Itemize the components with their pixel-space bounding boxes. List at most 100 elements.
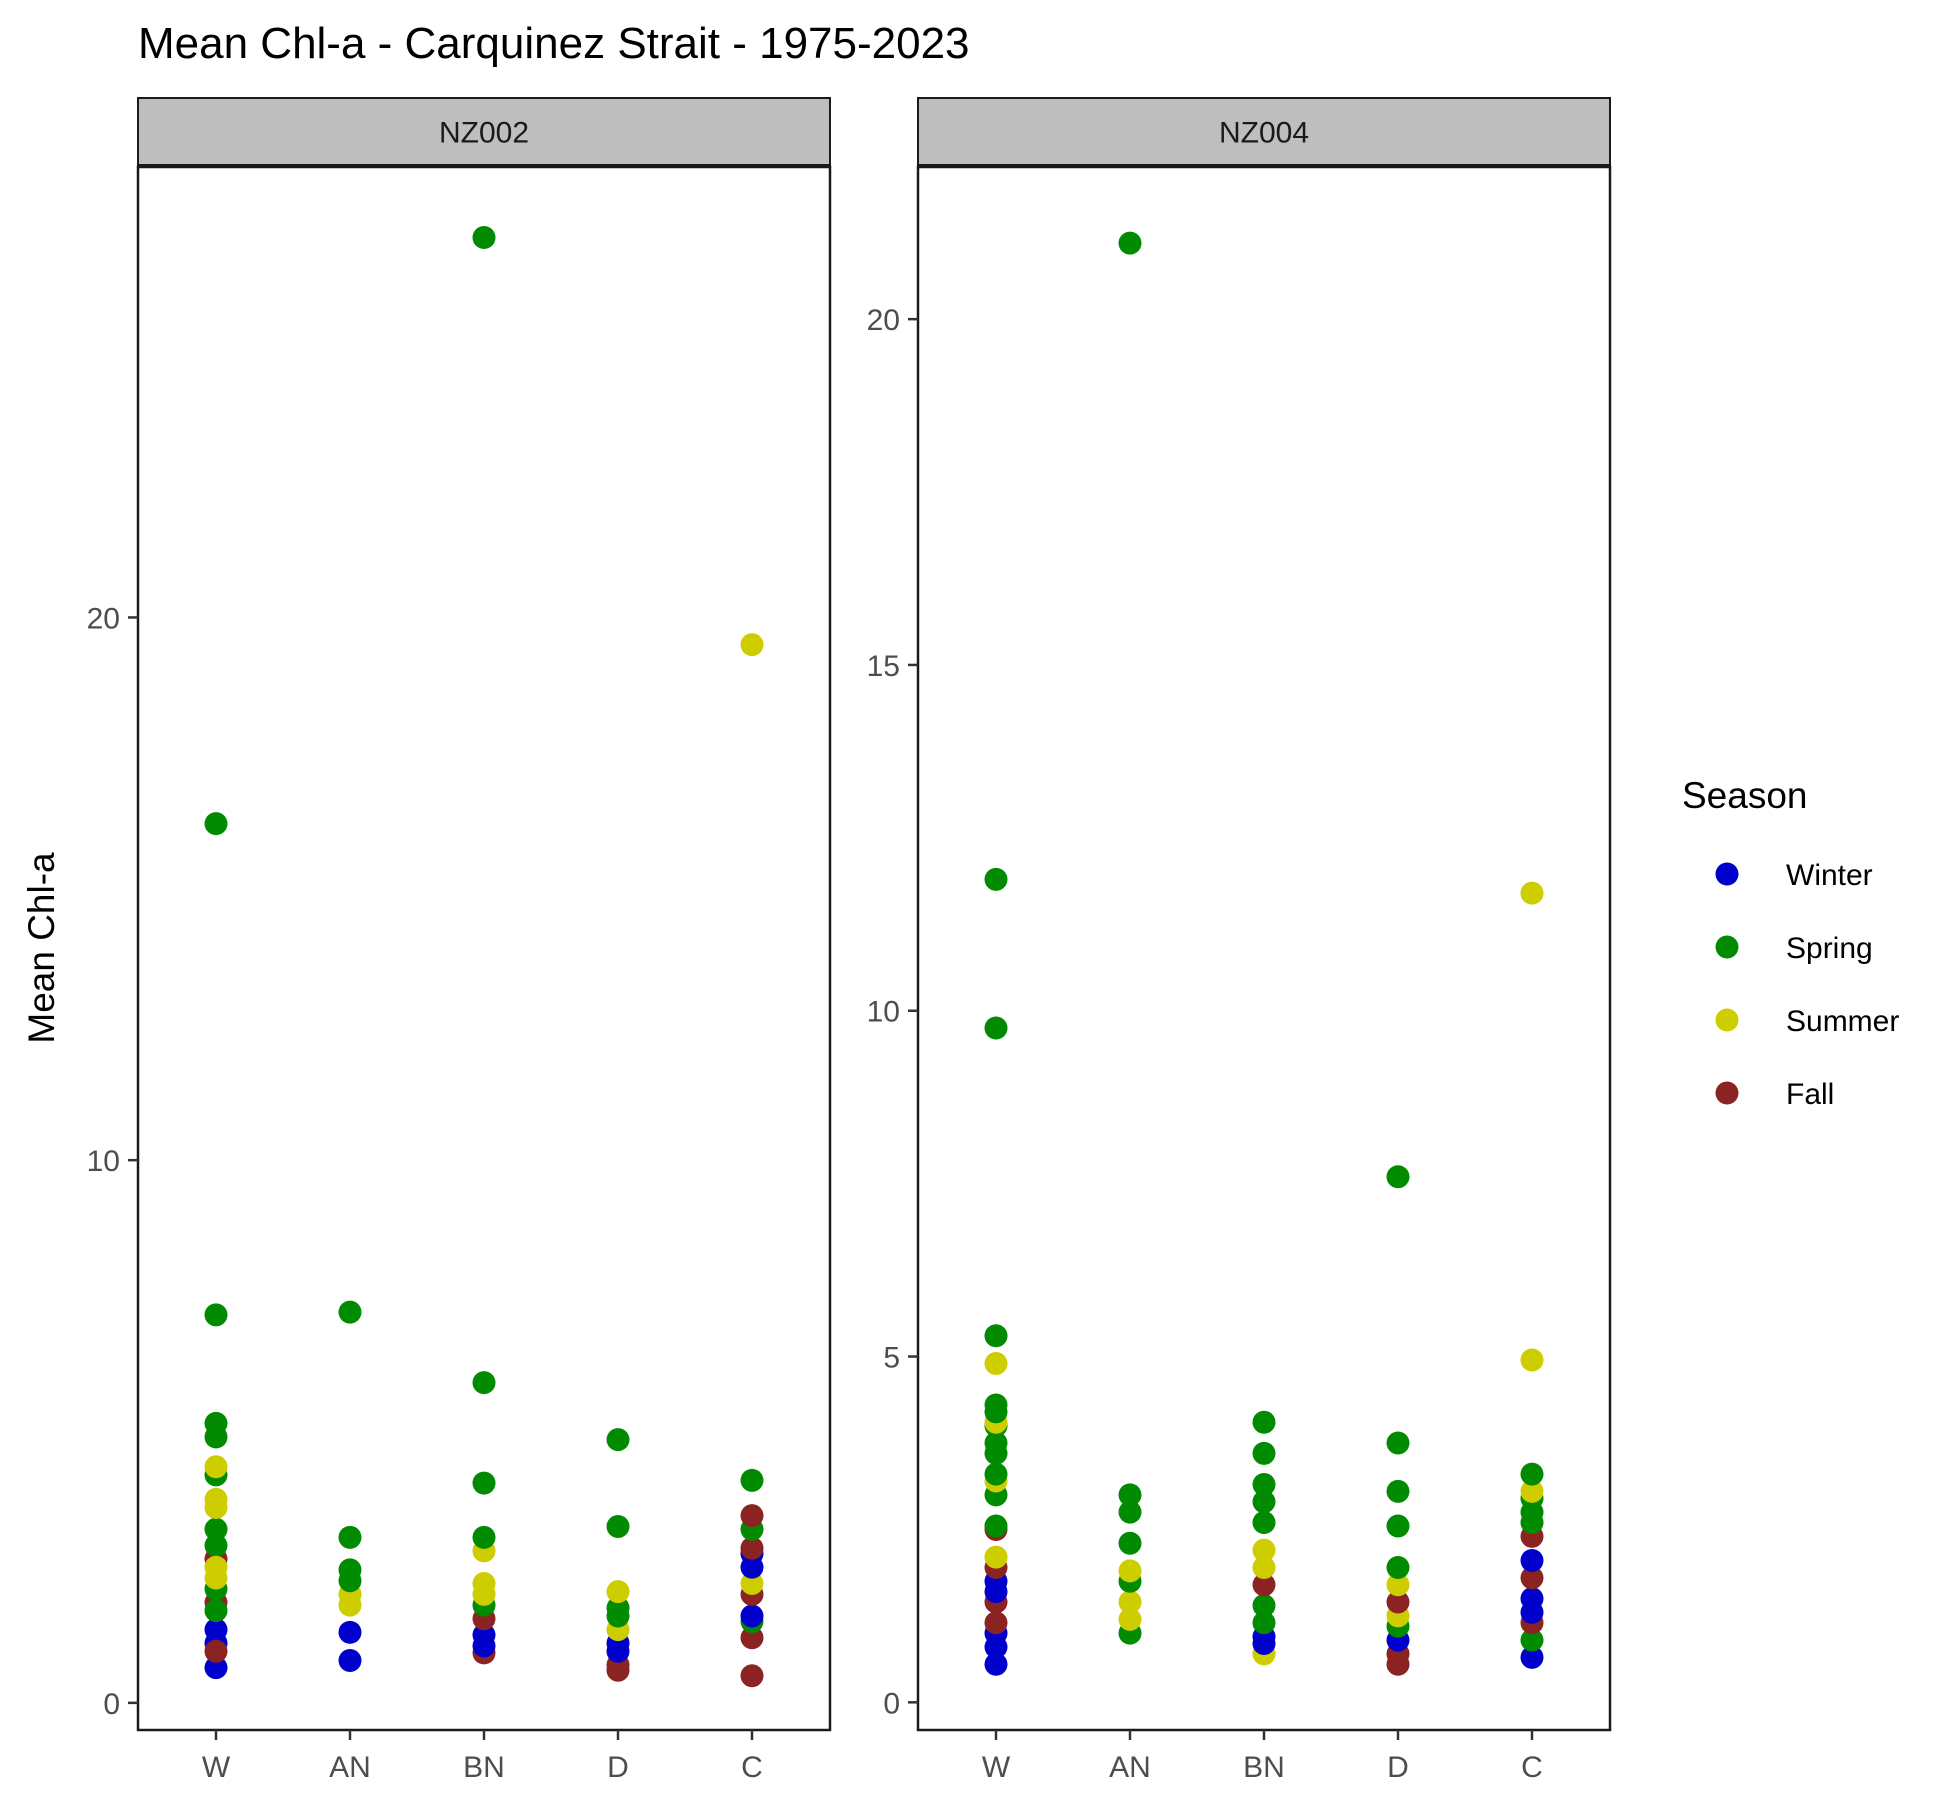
data-point-winter	[1520, 1549, 1544, 1573]
data-point-winter	[740, 1604, 764, 1628]
data-point-spring	[1118, 1483, 1142, 1507]
data-point-spring	[1252, 1490, 1276, 1514]
data-point-winter	[1520, 1645, 1544, 1669]
data-point-winter	[338, 1620, 362, 1644]
data-point-spring	[1252, 1594, 1276, 1618]
data-point-summer	[740, 1571, 764, 1595]
points-layer	[204, 226, 764, 1688]
data-point-spring	[1386, 1479, 1410, 1503]
legend-item-spring: Spring	[1715, 932, 1873, 965]
data-point-summer	[472, 1571, 496, 1595]
data-point-spring	[606, 1596, 630, 1620]
data-point-summer	[1252, 1555, 1276, 1579]
data-point-spring	[1252, 1472, 1276, 1496]
data-point-spring	[1118, 231, 1142, 255]
data-point-winter	[984, 1652, 1008, 1676]
x-tick-label: W	[982, 1751, 1011, 1784]
data-point-spring	[472, 226, 496, 250]
data-point-spring	[472, 1525, 496, 1549]
data-point-fall	[1252, 1573, 1276, 1597]
x-tick-label: D	[607, 1751, 629, 1784]
y-tick-label: 5	[883, 1342, 900, 1375]
data-point-winter	[472, 1623, 496, 1647]
legend-item-winter: Winter	[1715, 859, 1873, 892]
data-point-spring	[472, 1471, 496, 1495]
x-tick-label: BN	[1243, 1751, 1285, 1784]
data-point-fall	[1520, 1566, 1544, 1590]
y-axis-label: Mean Chl-a	[21, 852, 62, 1044]
x-tick-label: AN	[1109, 1751, 1151, 1784]
data-point-winter	[1520, 1587, 1544, 1611]
data-point-summer	[204, 1455, 228, 1479]
x-tick-label: C	[741, 1751, 763, 1784]
data-point-spring	[984, 1324, 1008, 1348]
data-point-winter	[338, 1649, 362, 1673]
y-tick-label: 20	[87, 602, 120, 635]
data-point-spring	[984, 1462, 1008, 1486]
data-point-spring	[1386, 1514, 1410, 1538]
data-point-spring	[1520, 1628, 1544, 1652]
data-point-summer	[1520, 1479, 1544, 1503]
legend-label: Summer	[1786, 1005, 1899, 1038]
data-point-spring	[984, 867, 1008, 891]
data-point-summer	[204, 1555, 228, 1579]
data-point-spring	[338, 1525, 362, 1549]
legend-label: Fall	[1786, 1078, 1834, 1111]
data-point-fall	[740, 1536, 764, 1560]
data-point-spring	[204, 1411, 228, 1435]
legend-key	[1715, 1008, 1739, 1032]
data-point-fall	[740, 1664, 764, 1688]
data-point-spring	[1118, 1500, 1142, 1524]
y-tick-label: 10	[87, 1145, 120, 1178]
y-tick-label: 20	[867, 304, 900, 337]
facet-strip-label: NZ004	[1219, 117, 1309, 150]
y-tick-label: 10	[867, 996, 900, 1029]
data-point-spring	[1252, 1511, 1276, 1535]
data-point-spring	[740, 1468, 764, 1492]
data-point-spring	[204, 1517, 228, 1541]
legend-key	[1715, 1081, 1739, 1105]
data-point-summer	[1118, 1607, 1142, 1631]
legend-label: Winter	[1786, 859, 1873, 892]
data-point-fall	[204, 1639, 228, 1663]
legend-title: Season	[1682, 775, 1808, 816]
facet-strip	[137, 97, 831, 166]
legend-key	[1715, 862, 1739, 886]
data-point-spring	[1252, 1441, 1276, 1465]
legend-label: Spring	[1786, 932, 1873, 965]
data-point-spring	[338, 1558, 362, 1582]
facet-strip-label: NZ002	[439, 117, 529, 150]
data-point-winter	[204, 1618, 228, 1642]
data-point-spring	[1252, 1410, 1276, 1434]
points-layer	[984, 231, 1544, 1676]
data-point-summer	[1386, 1573, 1410, 1597]
data-point-fall	[740, 1504, 764, 1528]
data-point-spring	[984, 1393, 1008, 1417]
x-tick-label: AN	[329, 1751, 371, 1784]
x-tick-label: D	[1387, 1751, 1409, 1784]
y-tick-label: 0	[103, 1688, 120, 1721]
data-point-spring	[204, 1599, 228, 1623]
facet-strip	[917, 97, 1611, 166]
data-point-spring	[984, 1431, 1008, 1455]
data-point-fall	[1386, 1590, 1410, 1614]
x-tick-label: W	[202, 1751, 231, 1784]
x-tick-label: C	[1521, 1751, 1543, 1784]
data-point-summer	[606, 1580, 630, 1604]
y-tick-label: 0	[883, 1687, 900, 1720]
data-point-spring	[984, 1016, 1008, 1040]
legend-key	[1715, 935, 1739, 959]
data-point-summer	[1118, 1590, 1142, 1614]
data-point-fall	[740, 1626, 764, 1650]
data-point-spring	[1118, 1531, 1142, 1555]
data-point-spring	[984, 1514, 1008, 1538]
chart-title: Mean Chl-a - Carquinez Strait - 1975-202…	[138, 19, 970, 68]
data-point-spring	[1386, 1165, 1410, 1189]
data-point-spring	[1386, 1431, 1410, 1455]
data-point-spring	[204, 1303, 228, 1327]
data-point-spring	[1252, 1611, 1276, 1635]
x-tick-label: BN	[463, 1751, 505, 1784]
data-point-spring	[606, 1428, 630, 1452]
